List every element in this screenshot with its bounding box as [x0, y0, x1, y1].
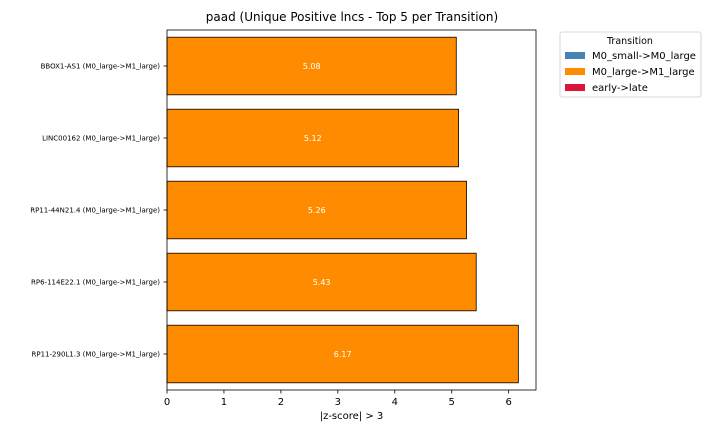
bar-value-label: 5.12 [304, 134, 322, 143]
bar [166, 36, 457, 96]
legend-swatch [565, 84, 585, 91]
x-tick-label: 2 [278, 397, 284, 408]
y-tick-label: RP11-290L1.3 (M0_large->M1_large) [32, 351, 161, 359]
chart-title: paad (Unique Positive lncs - Top 5 per T… [206, 10, 498, 24]
x-tick-label: 6 [505, 397, 511, 408]
legend-swatch [565, 68, 585, 75]
legend-entry-label: M0_large->M1_large [592, 67, 695, 78]
bar [166, 180, 467, 240]
plot-area-frame [166, 29, 537, 391]
legend-frame [559, 31, 702, 98]
bar [166, 252, 477, 312]
x-tick-label: 1 [221, 397, 227, 408]
x-axis-ticks: 0 1 2 3 4 5 6 [164, 390, 512, 408]
legend-swatch [565, 52, 585, 59]
bar [166, 324, 519, 384]
bar-value-label: 5.08 [303, 62, 321, 71]
legend-title: Transition [606, 36, 653, 47]
x-axis-label: |z-score| > 3 [320, 411, 384, 422]
y-tick-label: RP11-44N21.4 (M0_large->M1_large) [30, 207, 160, 215]
legend-entry-label: M0_small->M0_large [592, 51, 696, 62]
bar-value-label: 6.17 [334, 350, 352, 359]
x-tick-label: 3 [335, 397, 341, 408]
x-tick-label: 4 [392, 397, 398, 408]
y-axis-ticks: BBOX1-AS1 (M0_large->M1_large) LINC00162 … [30, 63, 167, 359]
legend: Transition M0_small->M0_large M0_large->M… [559, 31, 702, 98]
x-tick-label: 5 [449, 397, 455, 408]
y-tick-label: RP6-114E22.1 (M0_large->M1_large) [31, 279, 160, 287]
bars-layer: 5.08 5.12 5.26 5.43 6.17 [166, 36, 519, 384]
legend-entries: M0_small->M0_large M0_large->M1_largeearl… [565, 51, 696, 94]
y-tick-label: BBOX1-AS1 (M0_large->M1_large) [41, 63, 161, 71]
bar-value-label: 5.26 [308, 206, 326, 215]
bar-value-label: 5.43 [313, 278, 331, 287]
bar [166, 108, 459, 168]
y-tick-label: LINC00162 (M0_large->M1_large) [42, 135, 160, 143]
x-tick-label: 0 [164, 397, 170, 408]
legend-entry-label: early->late [592, 83, 648, 94]
